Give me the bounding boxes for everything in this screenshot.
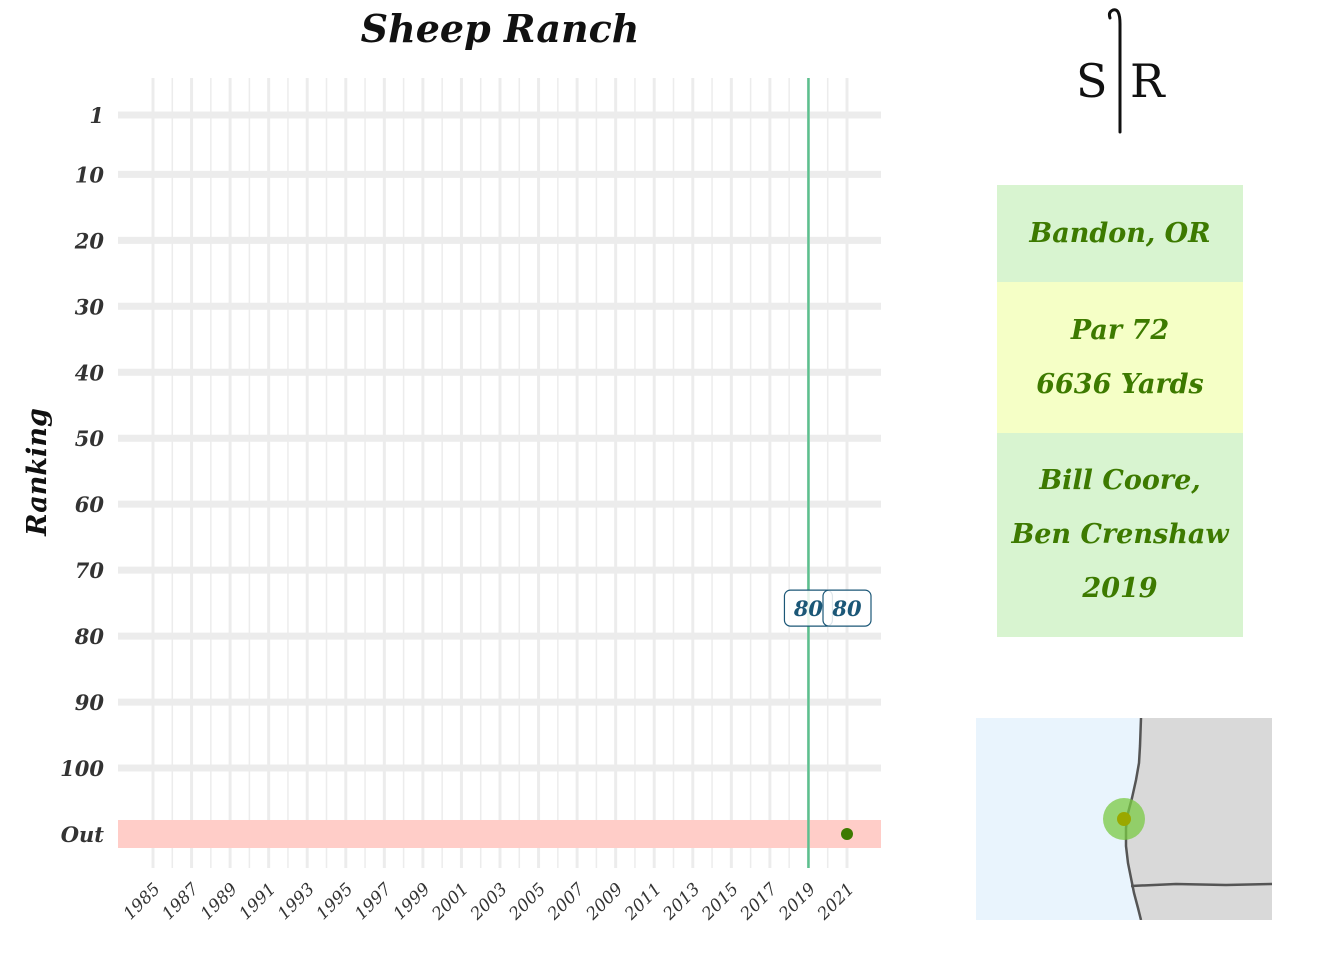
x-tick-labels: 1985198719891991199319951997199920012003… (120, 879, 859, 925)
state-border (1130, 882, 1272, 888)
x-tick-label: 1987 (158, 879, 203, 924)
course-par: Par 72 (1070, 314, 1170, 346)
y-tick-label: 100 (60, 756, 104, 781)
x-tick-label: 1997 (351, 879, 396, 924)
x-tick-label: 1989 (197, 879, 242, 924)
x-tick-label: 1993 (274, 879, 319, 924)
shepherd-crook-icon (1107, 8, 1122, 134)
y-tick-label: 50 (75, 426, 105, 451)
data-labels: 80 80 (783, 589, 872, 627)
x-tick-label: 1991 (235, 879, 280, 924)
x-tick-label: 2017 (736, 879, 782, 925)
grid (118, 78, 881, 868)
x-tick-label: 2015 (697, 879, 742, 924)
y-tick-label: Out (61, 822, 105, 847)
x-tick-label: 2019 (775, 879, 821, 925)
x-tick-label: 2007 (543, 879, 589, 925)
designer-line-2: Ben Crenshaw (1011, 519, 1229, 550)
x-tick-label: 2013 (659, 879, 704, 924)
x-tick-label: 2001 (428, 879, 473, 924)
x-tick-label: 1999 (390, 879, 435, 924)
course-design-panel: Bill Coore, Ben Crenshaw 2019 (997, 433, 1243, 637)
out-band (118, 820, 881, 848)
x-tick-label: 1985 (120, 879, 165, 924)
y-tick-label: 70 (75, 558, 105, 583)
data-label: 80 (793, 596, 824, 621)
x-tick-label: 2011 (620, 879, 665, 924)
location-map (976, 718, 1272, 920)
designer-line-1: Bill Coore, (1039, 465, 1201, 496)
data-point (841, 828, 853, 840)
data-label-box (822, 589, 872, 627)
x-tick-label: 2003 (466, 879, 511, 924)
course-specs-panel: Par 72 6636 Yards (997, 282, 1243, 433)
land (1126, 718, 1272, 920)
logo: S R (1070, 4, 1170, 134)
course-location-panel: Bandon, OR (997, 185, 1243, 282)
course-location-marker (1117, 812, 1131, 826)
logo-letter-right: R (1130, 54, 1165, 108)
course-yards: 6636 Yards (1036, 368, 1204, 400)
x-tick-label: 1995 (313, 879, 358, 924)
points (841, 828, 853, 840)
x-tick-label: 2009 (582, 879, 628, 925)
y-axis-label: Ranking (22, 408, 53, 537)
y-tick-label: 20 (74, 228, 105, 253)
x-tick-label: 2021 (813, 879, 858, 924)
x-tick-label: 2005 (505, 879, 550, 924)
logo-letter-left: S (1076, 54, 1108, 108)
y-tick-label: 30 (75, 294, 105, 319)
y-tick-label: 90 (75, 690, 105, 715)
data-label: 80 (831, 596, 862, 621)
y-tick-label: 40 (75, 360, 105, 385)
y-tick-label: 60 (75, 492, 105, 517)
y-tick-labels: 1 10 20 30 40 50 60 70 80 90 100 Out (60, 103, 104, 847)
course-location: Bandon, OR (1029, 217, 1211, 249)
y-tick-label: 10 (75, 162, 105, 187)
y-tick-label: 80 (74, 624, 105, 649)
design-year: 2019 (1082, 573, 1158, 604)
y-tick-label: 1 (89, 103, 104, 128)
chart-title: Sheep Ranch (361, 6, 640, 51)
